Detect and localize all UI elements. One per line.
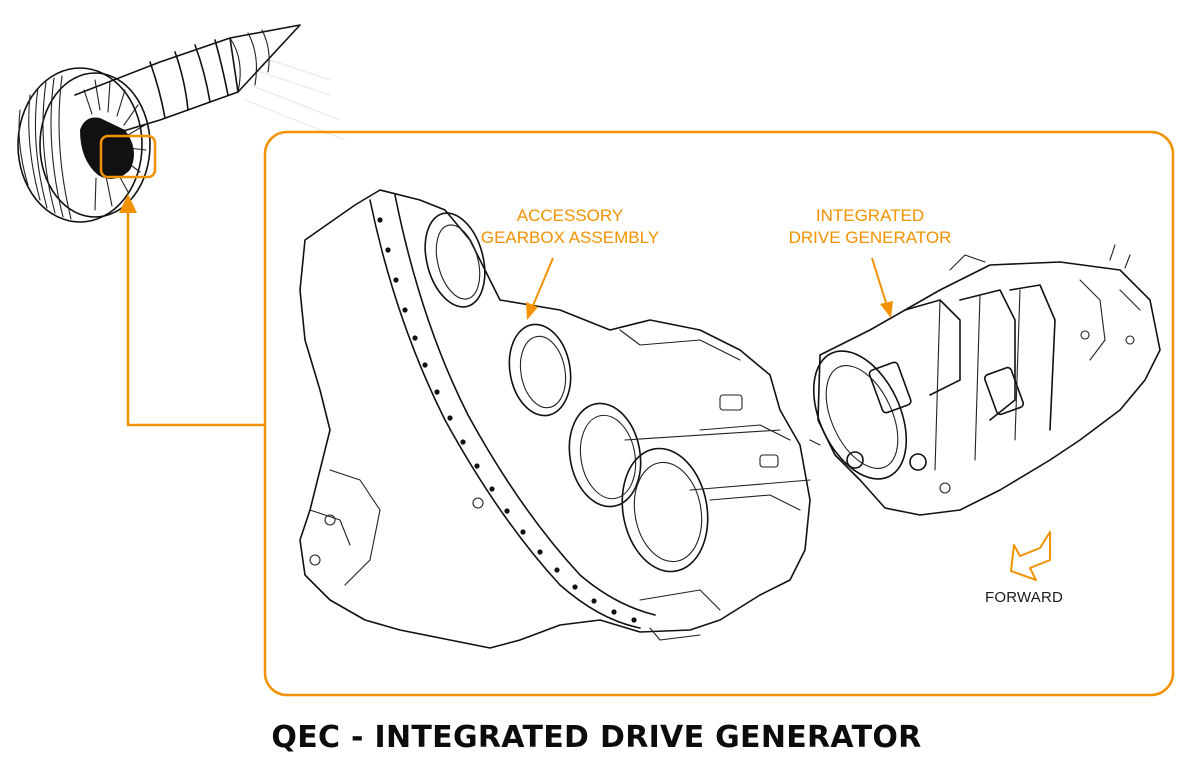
integrated-drive-generator-illustration: [809, 244, 1161, 516]
accessory-gearbox-label: ACCESSORY GEARBOX ASSEMBLY: [470, 205, 670, 249]
accessory-gearbox-illustration: [299, 189, 811, 649]
engine-highlight-box: [99, 134, 157, 179]
forward-label: FORWARD: [985, 589, 1064, 606]
integrated-drive-generator-label: INTEGRATED DRIVE GENERATOR: [770, 205, 970, 249]
page-title: QEC - INTEGRATED DRIVE GENERATOR: [271, 720, 922, 755]
callout-leader-agb: [526, 257, 554, 320]
connector-arrow: [119, 194, 265, 427]
engine-illustration: [17, 24, 346, 223]
detail-panel: [263, 130, 1175, 697]
callout-leader-idg: [871, 257, 893, 318]
accessory-gearbox-label-line2: GEARBOX ASSEMBLY: [480, 228, 660, 247]
integrated-drive-generator-label-line2: DRIVE GENERATOR: [788, 228, 952, 247]
accessory-gearbox-label-line1: ACCESSORY: [516, 206, 624, 225]
integrated-drive-generator-label-line1: INTEGRATED: [815, 206, 925, 225]
forward-arrow-icon: [1010, 531, 1051, 581]
